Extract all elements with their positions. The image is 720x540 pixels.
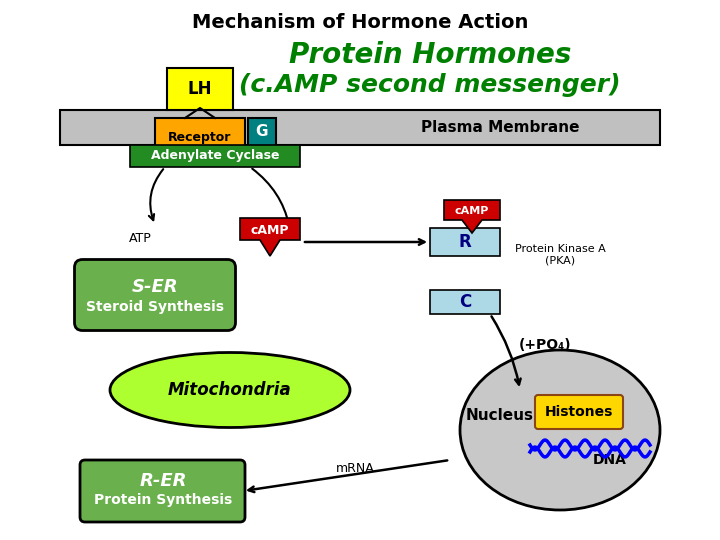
Text: Nucleus: Nucleus [466,408,534,422]
Text: Steroid Synthesis: Steroid Synthesis [86,300,224,314]
Text: mRNA: mRNA [336,462,374,475]
FancyBboxPatch shape [430,228,500,256]
Text: Protein Hormones: Protein Hormones [289,41,571,69]
Text: R: R [459,233,472,251]
Text: LH: LH [188,80,212,98]
FancyBboxPatch shape [60,110,660,145]
Ellipse shape [110,353,350,428]
Text: (c.AMP second messenger): (c.AMP second messenger) [239,73,621,97]
Text: G: G [256,125,269,139]
Text: cAMP: cAMP [455,206,489,216]
Text: Receptor: Receptor [168,131,232,144]
FancyBboxPatch shape [80,460,245,522]
FancyBboxPatch shape [155,118,245,156]
Text: DNA: DNA [593,453,627,467]
FancyBboxPatch shape [535,395,623,429]
FancyBboxPatch shape [167,68,233,110]
Text: ATP: ATP [129,232,151,245]
Text: Mitochondria: Mitochondria [168,381,292,399]
Text: Adenylate Cyclase: Adenylate Cyclase [150,150,279,163]
Text: R-ER: R-ER [139,472,186,490]
Text: Mechanism of Hormone Action: Mechanism of Hormone Action [192,12,528,31]
FancyBboxPatch shape [430,290,500,314]
Text: Plasma Membrane: Plasma Membrane [420,120,580,136]
Text: Protein Kinase A
(PKA): Protein Kinase A (PKA) [515,244,606,266]
Ellipse shape [460,350,660,510]
Polygon shape [444,200,500,233]
Text: Protein Synthesis: Protein Synthesis [94,493,232,507]
Text: S-ER: S-ER [132,278,179,296]
Text: Histones: Histones [545,405,613,419]
Text: C: C [459,293,471,311]
Text: (+PO₄): (+PO₄) [518,338,571,352]
Polygon shape [240,218,300,256]
FancyBboxPatch shape [248,118,276,146]
FancyBboxPatch shape [130,145,300,167]
Text: cAMP: cAMP [251,225,289,238]
FancyBboxPatch shape [74,260,235,330]
